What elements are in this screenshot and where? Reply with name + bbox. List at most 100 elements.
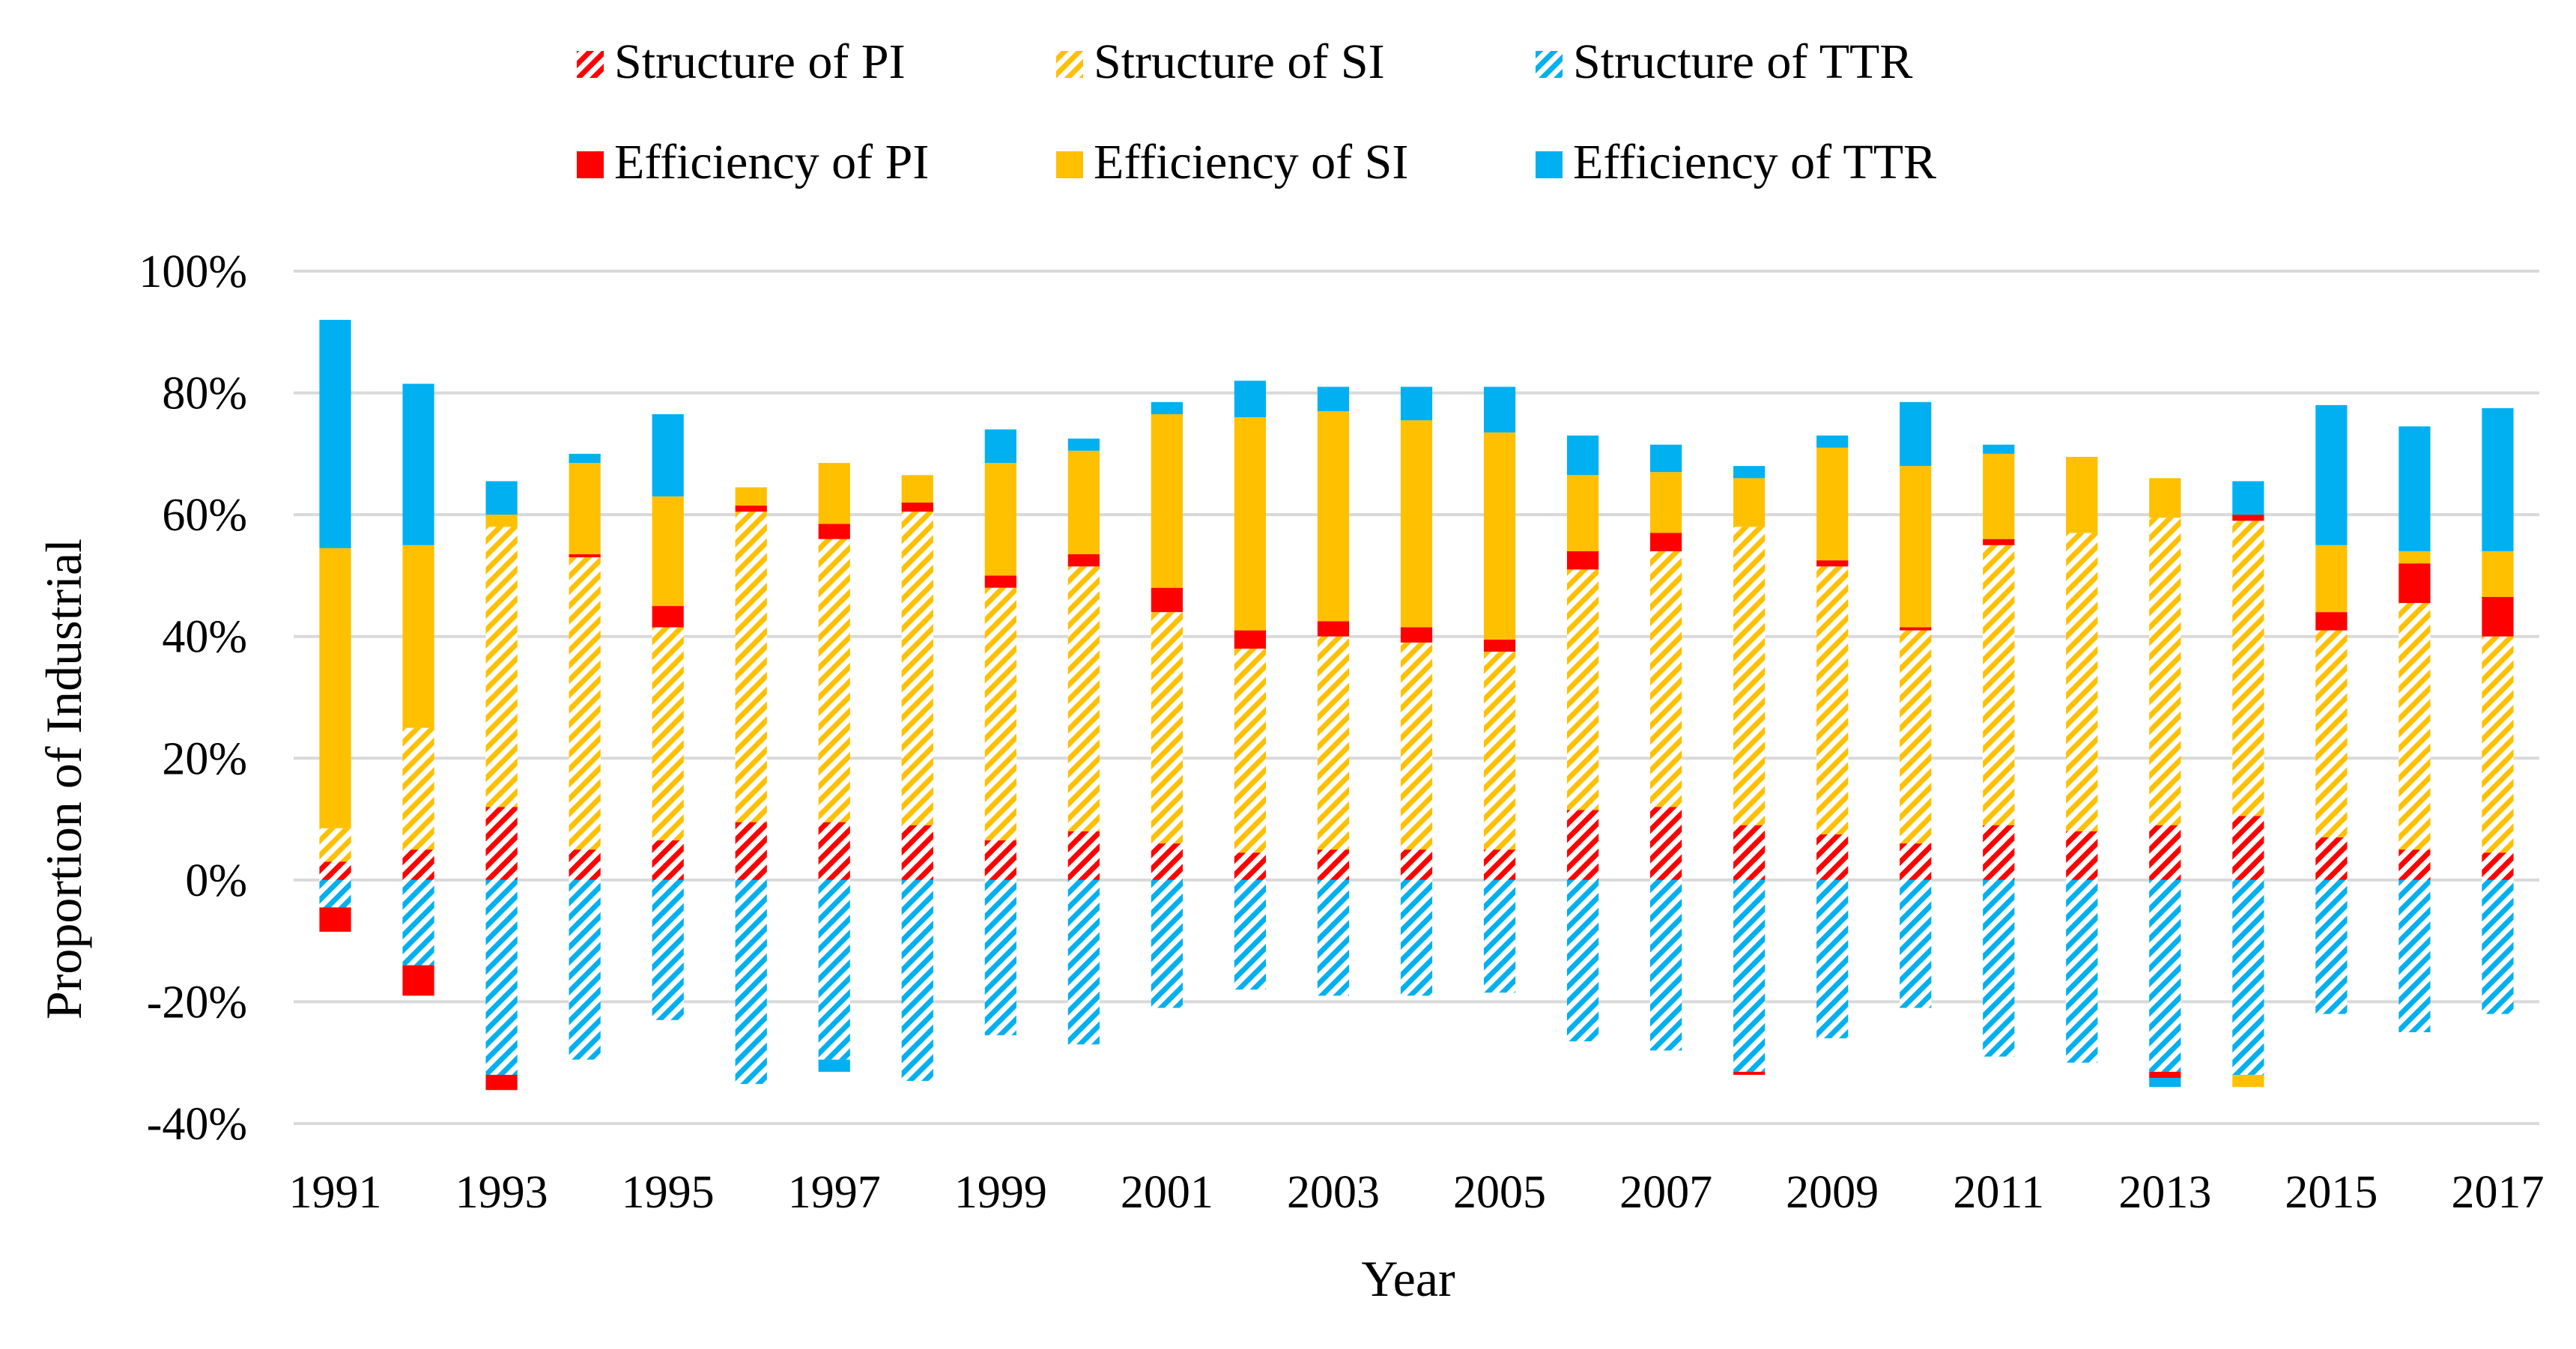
bar-segment-structure-ttr	[2232, 879, 2264, 1075]
bar-segment-structure-pi	[1483, 849, 1516, 880]
bar-segment-efficiency-si	[984, 463, 1016, 576]
bar-segment-structure-pi	[1067, 831, 1100, 880]
bar-group-1997	[818, 463, 850, 1072]
bar-segment-structure-si	[1067, 566, 1100, 831]
bar-segment-structure-si	[2149, 518, 2181, 825]
bar-segment-structure-pi	[2066, 831, 2098, 880]
bar-segment-efficiency-si	[735, 487, 767, 506]
bar-segment-structure-ttr	[1151, 879, 1183, 1008]
bar-segment-structure-ttr	[1900, 879, 1932, 1008]
bar-segment-structure-pi	[1151, 843, 1183, 880]
bar-group-1995	[652, 414, 684, 1020]
bar-segment-structure-pi	[1566, 810, 1599, 880]
bar-segment-structure-pi	[2398, 849, 2431, 880]
bar-segment-structure-ttr	[1983, 879, 2015, 1057]
bar-segment-efficiency-si	[569, 463, 601, 554]
y-tick-label: 80%	[162, 369, 247, 419]
y-axis-ticks: 100% 80% 60% 40% 20% 0% -20% -40%	[139, 246, 247, 1150]
bar-segment-efficiency-si	[1566, 475, 1599, 551]
bar-segment-efficiency-pi	[1900, 627, 1932, 631]
bar-segment-structure-pi	[2232, 816, 2264, 880]
x-tick-label: 1991	[289, 1167, 382, 1218]
bar-segment-structure-si	[2398, 603, 2431, 850]
x-tick-label: 1995	[622, 1167, 715, 1218]
bar-group-1993	[485, 481, 518, 1091]
bar-segment-efficiency-si	[1983, 453, 2015, 539]
bar-segment-efficiency-pi	[1317, 621, 1350, 637]
legend-swatch	[577, 151, 604, 178]
bar-group-2004	[1400, 386, 1433, 996]
legend-swatch	[1536, 151, 1563, 178]
bars	[319, 320, 2514, 1091]
bar-segment-structure-si	[2232, 521, 2264, 816]
legend-swatch	[1056, 151, 1083, 178]
bar-segment-structure-si	[984, 587, 1016, 841]
y-tick-label: 0%	[185, 855, 247, 906]
x-axis-ticks: 1991 1993 1995 1997 1999 2001 2003 2005 2007 2009…	[289, 1167, 2545, 1218]
bar-group-1992	[402, 384, 434, 996]
bar-segment-efficiency-ttr	[1067, 438, 1100, 451]
bar-segment-efficiency-si	[1733, 478, 1766, 527]
legend-item-spi: Structure of PI	[577, 34, 906, 89]
bar-segment-structure-ttr	[1650, 879, 1682, 1051]
legend-swatch	[1536, 51, 1563, 78]
bar-segment-efficiency-si	[2149, 478, 2181, 518]
x-tick-label: 2003	[1287, 1167, 1380, 1218]
bar-group-1998	[901, 475, 933, 1082]
bar-group-2011	[1983, 444, 2015, 1057]
bar-segment-structure-pi	[1816, 834, 1849, 880]
bar-segment-efficiency-pi	[2232, 515, 2264, 521]
bar-segment-structure-ttr	[1733, 879, 1766, 1072]
y-tick-label: 100%	[139, 246, 247, 297]
y-tick-label: 20%	[162, 733, 247, 784]
bar-segment-efficiency-ttr	[2149, 1078, 2181, 1088]
x-tick-label: 2015	[2285, 1167, 2378, 1218]
bar-group-2001	[1151, 401, 1183, 1008]
bar-segment-structure-pi	[319, 861, 351, 880]
x-tick-label: 2007	[1619, 1167, 1712, 1218]
bar-group-2017	[2482, 407, 2514, 1014]
x-tick-label: 1997	[788, 1167, 881, 1218]
bar-group-2009	[1816, 435, 1849, 1039]
bar-segment-efficiency-si	[2482, 551, 2514, 597]
y-tick-label: 40%	[162, 612, 247, 663]
bar-segment-efficiency-si	[2066, 456, 2098, 533]
bar-segment-structure-pi	[1234, 852, 1267, 880]
bar-segment-structure-si	[319, 828, 351, 862]
y-axis-title: Proportion of Industrial	[35, 539, 92, 1019]
x-axis-title: Year	[1361, 1250, 1455, 1307]
bar-segment-structure-ttr	[818, 879, 850, 1060]
bar-segment-structure-pi	[1650, 807, 1682, 880]
bar-segment-structure-si	[901, 512, 933, 825]
bar-group-1991	[319, 320, 351, 932]
bar-segment-efficiency-pi	[1816, 560, 1849, 567]
legend-item-esi: Efficiency of SI	[1056, 135, 1408, 190]
bar-segment-structure-si	[818, 539, 850, 822]
x-tick-label: 2001	[1121, 1167, 1213, 1218]
bar-segment-efficiency-ttr	[402, 384, 434, 545]
bar-group-2013	[2149, 478, 2181, 1088]
bar-segment-efficiency-si	[2398, 551, 2431, 564]
bar-segment-efficiency-ttr	[2232, 481, 2264, 515]
bar-segment-efficiency-pi	[735, 505, 767, 512]
bar-segment-structure-si	[2315, 630, 2348, 837]
bar-segment-efficiency-si	[1151, 414, 1183, 588]
bar-segment-efficiency-pi	[984, 575, 1016, 588]
bar-segment-structure-si	[1400, 642, 1433, 850]
bar-segment-efficiency-si	[1650, 472, 1682, 533]
bar-segment-structure-ttr	[485, 879, 518, 1075]
bar-segment-efficiency-si	[1234, 417, 1267, 631]
bar-segment-efficiency-pi	[652, 606, 684, 628]
bar-segment-efficiency-pi	[319, 907, 351, 932]
bar-segment-efficiency-ttr	[984, 429, 1016, 464]
bar-segment-structure-si	[1151, 612, 1183, 844]
bar-group-2012	[2066, 456, 2098, 1063]
bar-segment-efficiency-si	[2232, 1074, 2264, 1088]
bar-group-2010	[1900, 401, 1932, 1008]
bar-segment-structure-ttr	[319, 879, 351, 908]
bar-segment-efficiency-ttr	[569, 453, 601, 464]
legend-label: Structure of SI	[1094, 34, 1385, 89]
bar-segment-efficiency-pi	[2149, 1071, 2181, 1079]
x-tick-label: 2005	[1453, 1167, 1546, 1218]
y-tick-label: -40%	[147, 1099, 247, 1150]
